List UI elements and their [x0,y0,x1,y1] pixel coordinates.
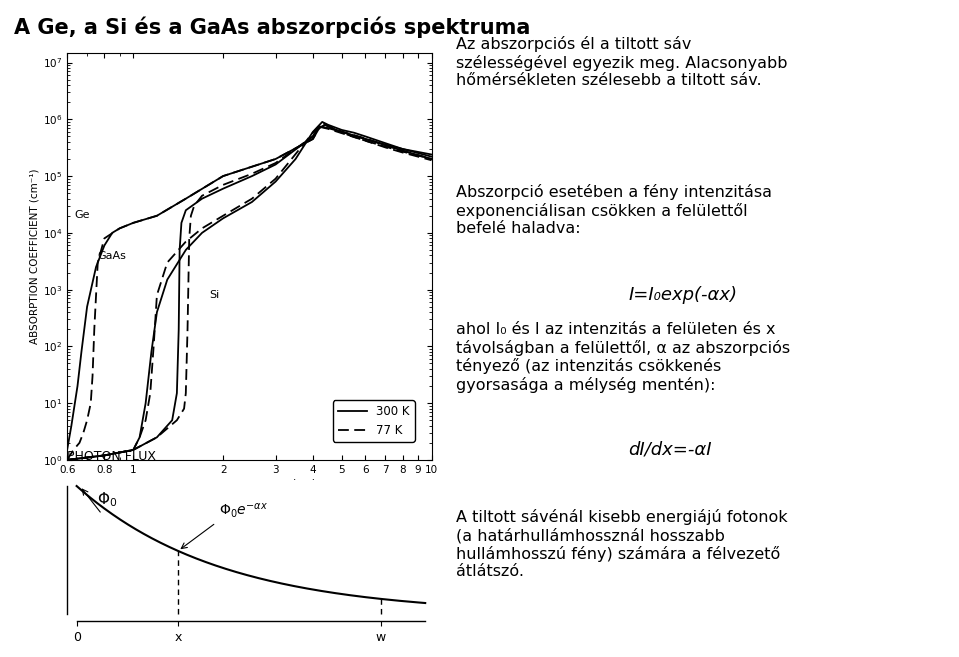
Legend: 300 K, 77 K: 300 K, 77 K [333,400,414,442]
Text: I=I₀exp(-αx): I=I₀exp(-αx) [628,286,737,304]
Text: GaAs: GaAs [98,251,127,261]
Text: A Ge, a Si és a GaAs abszorpciós spektruma: A Ge, a Si és a GaAs abszorpciós spektru… [14,16,530,38]
Text: Az abszorpciós él a tiltott sáv
szélességével egyezik meg. Alacsonyabb
hőmérsékl: Az abszorpciós él a tiltott sáv szélessé… [456,36,787,88]
Text: PHOTON FLUX: PHOTON FLUX [67,449,156,463]
Text: $\Phi_0$: $\Phi_0$ [97,490,118,509]
Text: $\Phi_0 e^{-\alpha x}$: $\Phi_0 e^{-\alpha x}$ [220,502,269,520]
Text: ahol I₀ és I az intenzitás a felületen és x
távolságban a felülettől, α az abszo: ahol I₀ és I az intenzitás a felületen é… [456,322,789,393]
Text: A tiltott sávénál kisebb energiájú fotonok
(a határhullámhossznál hosszabb
hullá: A tiltott sávénál kisebb energiájú foton… [456,509,787,579]
Y-axis label: ABSORPTION COEFFICIENT (cm⁻¹): ABSORPTION COEFFICIENT (cm⁻¹) [30,168,40,344]
Text: Abszorpció esetében a fény intenzitása
exponenciálisan csökken a felülettől
befe: Abszorpció esetében a fény intenzitása e… [456,184,772,236]
Text: Ge: Ge [75,210,90,220]
X-axis label: PHOTON  ENERGY (eV): PHOTON ENERGY (eV) [183,479,316,492]
Text: dI/dx=-αI: dI/dx=-αI [628,440,712,458]
Text: Si: Si [209,290,220,300]
